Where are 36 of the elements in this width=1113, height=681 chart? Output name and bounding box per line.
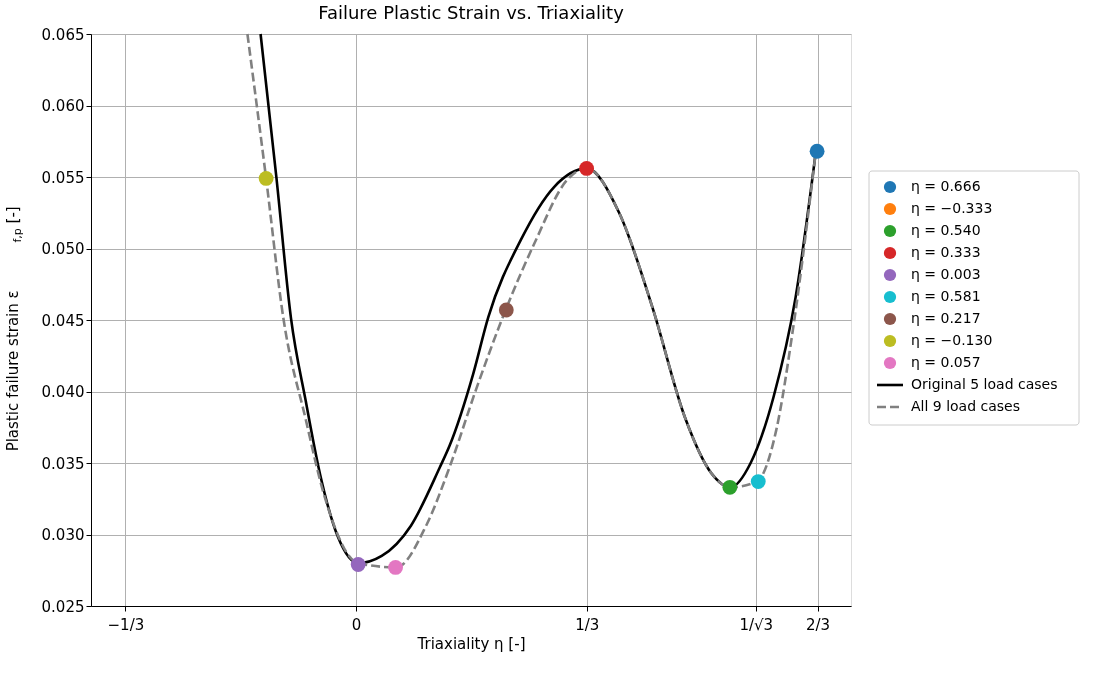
point: [579, 161, 595, 176]
point: [388, 559, 403, 575]
y-tick-label: 0.045: [41, 311, 85, 330]
legend-label: η = 0.581: [911, 288, 981, 304]
chart-title: Failure Plastic Strain vs. Triaxiality: [318, 2, 625, 23]
point: [350, 557, 366, 572]
x-tick-label: −1/3: [107, 615, 145, 634]
legend-label: η = 0.666: [911, 178, 981, 194]
y-tick-label: 0.035: [41, 454, 85, 473]
point: [750, 474, 766, 489]
legend-label: η = 0.057: [911, 354, 981, 370]
x-tick-label: 1/√3: [739, 615, 774, 634]
y-tick-label: 0.030: [41, 526, 85, 544]
x-tick-label: 0: [351, 615, 362, 634]
y-tick-label: 0.025: [41, 597, 85, 616]
point: [722, 479, 738, 495]
point: [498, 302, 514, 318]
y-tick-label: 0.060: [41, 97, 85, 115]
legend-label: η = −0.333: [911, 200, 993, 216]
point: [809, 143, 825, 159]
legend-label: η = 0.540: [911, 222, 981, 238]
x-tick-label: 2/3: [806, 615, 831, 634]
y-tick-label: 0.040: [41, 383, 85, 401]
y-tick-label: 0.055: [41, 168, 85, 187]
y-tick-label: 0.065: [41, 25, 85, 44]
point: [258, 171, 274, 186]
legend-label: η = 0.333: [911, 244, 981, 260]
legend-label: η = −0.130: [911, 332, 993, 348]
legend-label: η = 0.217: [911, 310, 981, 326]
x-axis-title: Triaxiality η [-]: [416, 634, 526, 653]
legend-label: Original 5 load cases: [911, 376, 1058, 392]
text: Plastic failure strain εf,p [-]: [4, 206, 24, 452]
legend-label: All 9 load cases: [911, 398, 1021, 414]
x-tick-label: 1/3: [575, 615, 600, 634]
y-tick-label: 0.050: [41, 240, 85, 258]
legend-label: η = 0.003: [911, 266, 981, 282]
